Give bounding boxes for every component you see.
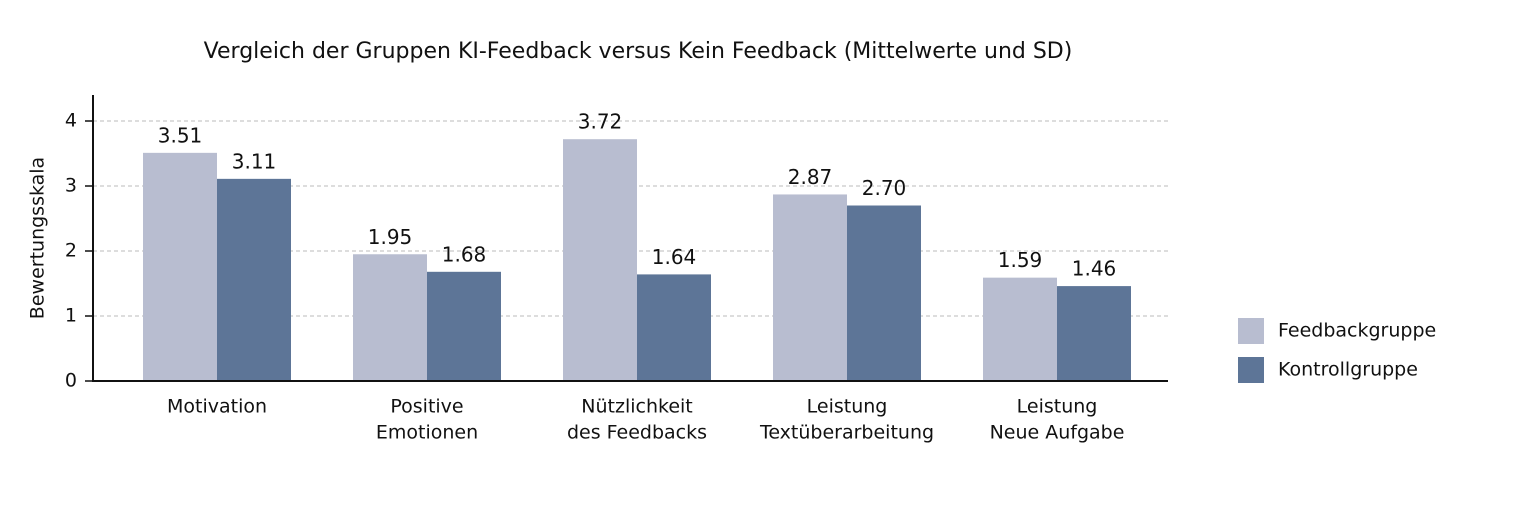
bar [143, 152, 217, 381]
x-tick-label: Leistung [807, 396, 888, 418]
bar [847, 205, 921, 381]
x-tick-label: Motivation [167, 396, 267, 418]
bar [563, 139, 637, 381]
x-tick-label: Positive [390, 396, 463, 418]
x-tick-label: Neue Aufgabe [990, 422, 1125, 444]
x-tick-label: Emotionen [376, 422, 478, 444]
y-tick-label: 4 [65, 110, 77, 132]
y-tick-label: 3 [65, 175, 77, 197]
legend-label: Kontrollgruppe [1278, 359, 1418, 381]
value-label: 1.95 [368, 225, 413, 249]
bar [217, 178, 291, 381]
legend-swatch [1238, 318, 1264, 344]
bar [983, 277, 1057, 381]
value-label: 3.51 [158, 123, 203, 147]
chart-title: Vergleich der Gruppen KI-Feedback versus… [204, 39, 1073, 64]
bar [773, 194, 847, 381]
legend-swatch [1238, 357, 1264, 383]
value-label: 1.68 [442, 242, 487, 266]
x-tick-label: Leistung [1017, 396, 1098, 418]
bar [353, 254, 427, 381]
value-label: 3.11 [232, 149, 277, 173]
legend-label: Feedbackgruppe [1278, 320, 1436, 342]
value-label: 1.59 [998, 248, 1043, 272]
x-tick-label: des Feedbacks [567, 422, 707, 444]
bar [1057, 286, 1131, 381]
y-tick-label: 0 [65, 370, 77, 392]
value-label: 1.46 [1072, 257, 1117, 281]
y-tick-label: 1 [65, 305, 77, 327]
bar [427, 271, 501, 381]
y-axis-label: Bewertungsskala [27, 157, 49, 319]
y-tick-label: 2 [65, 240, 77, 262]
x-tick-label: Nützlichkeit [581, 396, 692, 418]
value-label: 1.64 [652, 245, 697, 269]
value-label: 2.70 [862, 176, 907, 200]
value-label: 3.72 [578, 110, 623, 134]
x-tick-label: Textüberarbeitung [759, 422, 934, 444]
value-label: 2.87 [788, 165, 833, 189]
bar [637, 274, 711, 381]
